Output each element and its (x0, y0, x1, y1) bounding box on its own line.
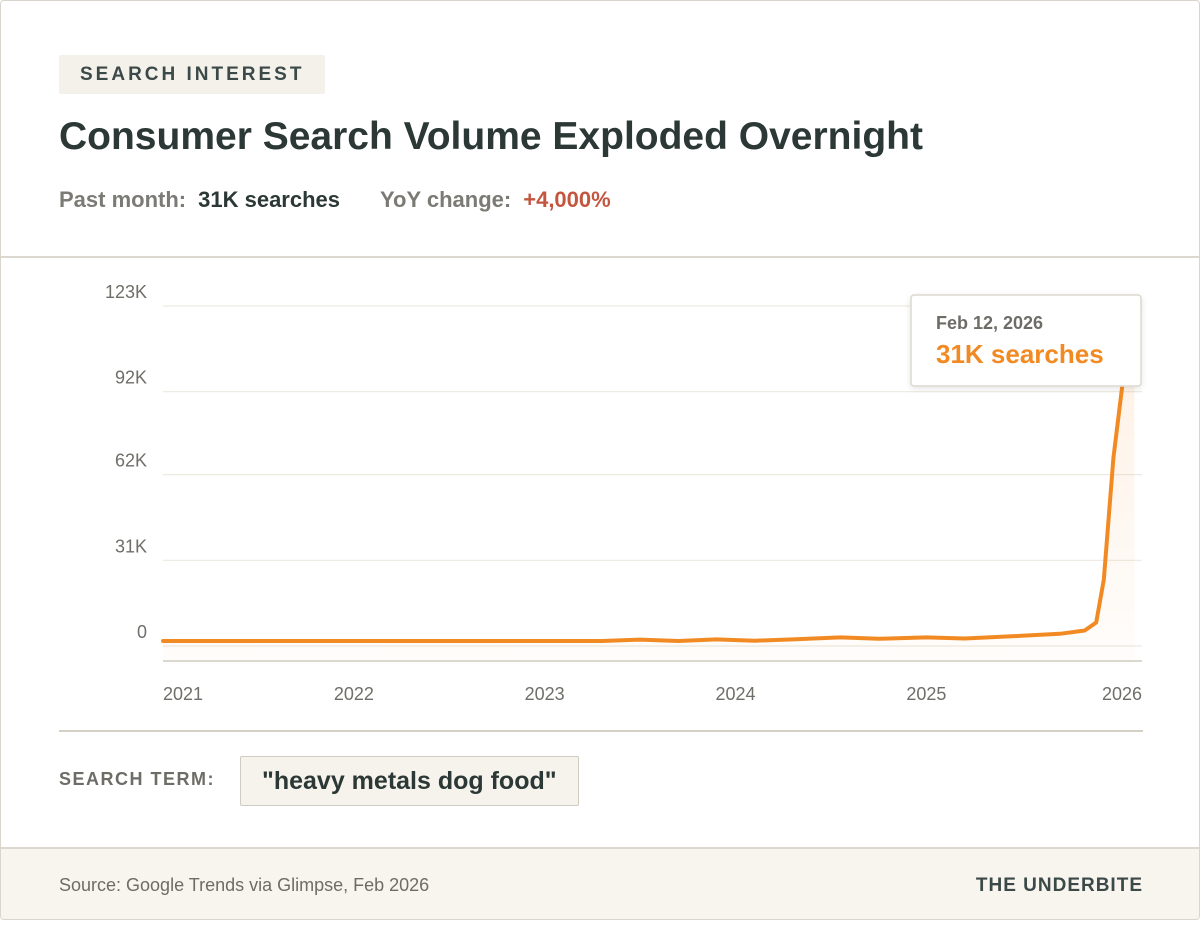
x-tick-label: 2024 (715, 684, 755, 704)
data-point (1021, 635, 1023, 637)
page-title: Consumer Search Volume Exploded Overnigh… (59, 115, 923, 158)
data-point (715, 638, 717, 640)
data-point (792, 638, 794, 640)
source-credit: Source: Google Trends via Glimpse, Feb 2… (59, 875, 430, 895)
past-month-value: 31K searches (198, 187, 341, 212)
header-divider (1, 256, 1199, 258)
brand-name: THE UNDERBITE (975, 875, 1143, 896)
y-tick-label: 92K (115, 368, 147, 388)
data-point (544, 640, 546, 642)
tooltip-box (910, 294, 1142, 387)
data-point (257, 640, 259, 642)
search-term-value: "heavy metals dog food" (262, 766, 557, 795)
data-point (1059, 633, 1061, 635)
y-tick-label: 0 (137, 622, 147, 642)
y-tick-label: 123K (105, 282, 147, 302)
x-tick-label: 2023 (525, 684, 565, 704)
tooltip-value: 31K searches (936, 339, 1104, 369)
data-point (964, 638, 965, 639)
data-point (1084, 630, 1086, 631)
data-point (601, 640, 603, 642)
eyebrow-label: SEARCH INTEREST (80, 63, 305, 85)
data-point (448, 640, 450, 642)
data-point (1095, 622, 1097, 623)
past-month-label: Past month: (59, 187, 187, 212)
yoy-label: YoY change: (380, 187, 512, 212)
x-tick-label: 2022 (334, 684, 374, 704)
data-point (878, 638, 880, 640)
data-point (677, 640, 679, 642)
y-tick-label: 31K (115, 536, 147, 556)
data-point (1112, 457, 1114, 459)
data-point (162, 640, 164, 642)
data-point (639, 639, 641, 641)
x-tick-label: 2026 (1102, 684, 1142, 704)
data-point (925, 636, 927, 638)
eyebrow-badge: SEARCH INTEREST (59, 55, 326, 94)
data-point (353, 640, 355, 642)
y-tick-label: 62K (115, 451, 147, 471)
search-term-chip: "heavy metals dog food" (240, 756, 579, 806)
x-tick-label: 2025 (906, 684, 946, 704)
tooltip-date: Feb 12, 2026 (936, 313, 1043, 333)
footer: Source: Google Trends via Glimpse, Feb 2… (1, 847, 1199, 919)
data-point (754, 640, 756, 642)
x-tick-label: 2021 (163, 684, 203, 704)
search-term-label: SEARCH TERM: (59, 769, 215, 789)
chart-bottom-divider (59, 730, 1143, 732)
tooltip: Feb 12, 2026 31K searches (910, 294, 1142, 387)
stats-row: Past month: 31K searches YoY change: +4,… (59, 187, 611, 213)
data-point (1103, 579, 1105, 581)
yoy-value: +4,000% (523, 187, 611, 212)
data-point (840, 636, 841, 638)
